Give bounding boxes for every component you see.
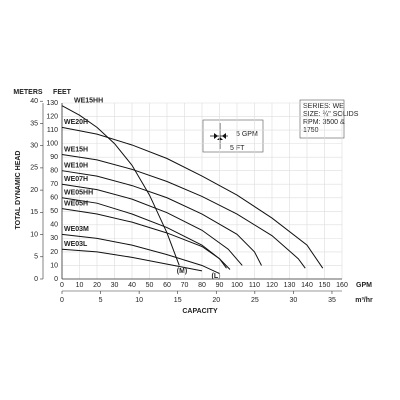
- x2-tick-label: 30: [290, 297, 298, 304]
- x-tick-label: 100: [231, 282, 243, 289]
- y2-tick-label: 30: [30, 143, 38, 150]
- y-tick-label: 90: [50, 154, 58, 161]
- info-line: SIZE: ¾" SOLIDS: [303, 111, 359, 118]
- y2-tick-label: 35: [30, 120, 38, 127]
- y2-tick-label: 10: [30, 231, 38, 238]
- x-tick-label: 80: [198, 282, 206, 289]
- pump-curve: [61, 183, 243, 266]
- y-tick-label: 120: [46, 113, 58, 120]
- series-label: WE10H: [64, 163, 88, 170]
- pump-curve: [61, 126, 324, 269]
- pump-curve: [61, 233, 220, 275]
- y2-tick-label: 5: [34, 254, 38, 261]
- x-label: CAPACITY: [182, 308, 218, 315]
- pump-curve: [61, 197, 231, 270]
- pump-curve: [61, 248, 203, 272]
- x2-tick-label: 10: [135, 297, 143, 304]
- y-tick-label: 100: [46, 140, 58, 147]
- x-tick-label: 120: [266, 282, 278, 289]
- x-tick-label: 70: [181, 282, 189, 289]
- y-label: TOTAL DYNAMIC HEAD: [15, 151, 22, 230]
- x-tick-label: 140: [301, 282, 313, 289]
- series-label: WE07H: [64, 176, 88, 183]
- plot: 0102030405060708090100110120130051015202…: [30, 98, 348, 304]
- y-tick-label: 50: [50, 208, 58, 215]
- y2-tick-label: 25: [30, 165, 38, 172]
- y-tick-label: 110: [47, 127, 58, 134]
- series-label: WE03L: [64, 241, 88, 248]
- y-tick-label: 70: [50, 181, 58, 188]
- y2-tick-label: 20: [30, 187, 38, 194]
- x-tick-label: 20: [93, 282, 101, 289]
- x2-tick-label: 15: [174, 297, 182, 304]
- x-tick-label: 30: [111, 282, 119, 289]
- x-tick-label: 110: [249, 282, 260, 289]
- y2-tick-label: 0: [34, 276, 38, 283]
- x-tick-label: 0: [60, 282, 64, 289]
- x2-unit: m³/hr: [355, 297, 373, 304]
- annotation: (L): [212, 273, 221, 280]
- series-label: WE20H: [64, 119, 88, 126]
- y2-tick-label: 15: [30, 209, 38, 216]
- x-tick-label: 160: [336, 282, 348, 289]
- scale-note: 5 GPM: [236, 131, 258, 138]
- y2-unit: METERS: [13, 89, 43, 96]
- x-tick-label: 10: [76, 282, 84, 289]
- info-line: RPM: 3500 &: [303, 119, 345, 126]
- series-label: WE15HH: [74, 98, 103, 105]
- series-label: WE15H: [64, 146, 88, 153]
- x-tick-label: 50: [146, 282, 154, 289]
- x-tick-label: 150: [319, 282, 331, 289]
- x2-tick-label: 0: [60, 297, 64, 304]
- pump-curve: [61, 208, 227, 269]
- series-label: WE05H: [64, 200, 88, 207]
- scale-inset: [202, 119, 264, 153]
- y-tick-label: 10: [50, 262, 58, 269]
- y-unit: FEET: [53, 89, 72, 96]
- pump-curve: [61, 153, 306, 269]
- x2-tick-label: 35: [328, 297, 336, 304]
- series-label: WE05HH: [64, 190, 93, 197]
- annotation: (M): [177, 268, 188, 275]
- y-tick-label: 0: [54, 276, 58, 283]
- y-tick-label: 30: [50, 235, 58, 242]
- x2-tick-label: 25: [251, 297, 259, 304]
- y2-tick-label: 40: [30, 98, 38, 105]
- series-label: WE03M: [64, 226, 89, 233]
- info-box: [299, 99, 345, 139]
- x-tick-label: 40: [128, 282, 136, 289]
- y-tick-label: 20: [50, 249, 58, 256]
- x-unit: GPM: [356, 282, 372, 289]
- pump-curve: [61, 170, 262, 266]
- y-tick-label: 130: [46, 100, 58, 107]
- y-tick-label: 40: [50, 222, 58, 229]
- scale-note: 5 FT: [230, 145, 245, 152]
- x-tick-label: 60: [163, 282, 171, 289]
- x2-tick-label: 5: [99, 297, 103, 304]
- x-tick-label: 90: [216, 282, 224, 289]
- x2-tick-label: 20: [212, 297, 220, 304]
- info-line: SERIES: WE: [303, 103, 344, 110]
- y-tick-label: 60: [50, 195, 58, 202]
- y-tick-label: 80: [50, 168, 58, 175]
- x-tick-label: 130: [284, 282, 296, 289]
